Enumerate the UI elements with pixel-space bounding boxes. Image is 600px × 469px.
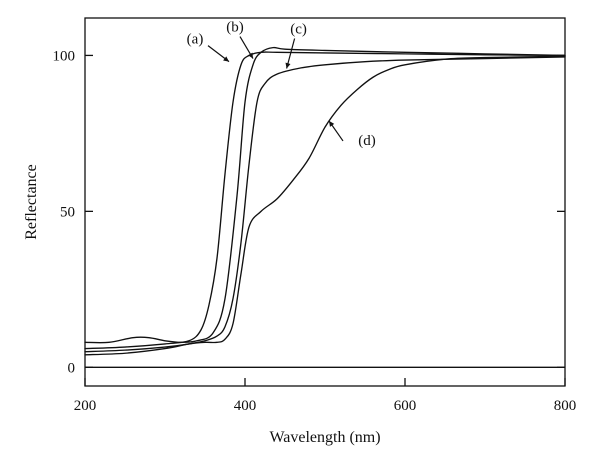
annotation-label-d: (d): [358, 133, 376, 149]
annotation-arrowhead-d: [329, 120, 335, 127]
annotation-arrowhead-c: [285, 62, 291, 69]
annotation-label-b: (b): [226, 20, 244, 36]
ticks-layer: 200 400 600 800 0 50 100: [53, 48, 577, 414]
series-layer: [84, 46, 566, 356]
x-tick-label-600: 600: [394, 398, 417, 414]
plot-frame: [84, 17, 566, 387]
y-tick-label-50: 50: [60, 204, 75, 220]
x-tick-label-400: 400: [234, 398, 257, 414]
annotations-layer: (a) (b) (c) (d): [187, 20, 376, 149]
y-tick-label-100: 100: [53, 48, 76, 64]
annotation-label-c: (c): [290, 22, 307, 38]
series-line-d: [84, 55, 566, 356]
x-tick-label-200: 200: [74, 398, 97, 414]
y-tick-label-0: 0: [68, 360, 76, 376]
x-axis-label: Wavelength (nm): [269, 429, 380, 446]
annotation-label-a: (a): [187, 32, 204, 48]
x-tick-label-800: 800: [554, 398, 577, 414]
y-axis-label: Reflectance: [23, 164, 40, 240]
annotation-arrowhead-a: [223, 56, 229, 62]
series-line-c: [84, 56, 566, 353]
annotation-arrowhead-b: [248, 52, 253, 59]
series-line-a: [84, 51, 566, 350]
series-line-b: [84, 46, 566, 344]
